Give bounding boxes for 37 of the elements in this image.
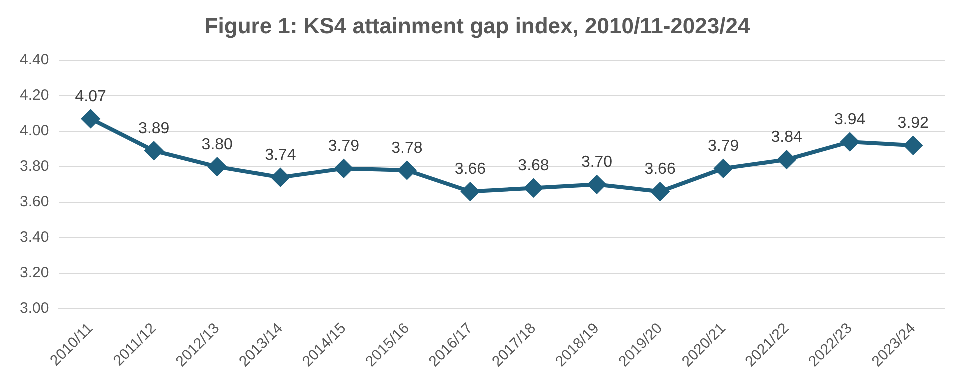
point xyxy=(82,110,100,128)
data-label: 3.80 xyxy=(202,136,234,154)
data-label: 3.70 xyxy=(581,154,613,172)
point xyxy=(651,182,670,201)
y-tick-label: 4.40 xyxy=(20,52,50,69)
point xyxy=(524,179,543,198)
point xyxy=(904,136,922,155)
data-label: 3.74 xyxy=(265,146,296,164)
point xyxy=(398,161,416,180)
data-label: 3.92 xyxy=(898,115,930,132)
y-tick-label: 3.60 xyxy=(20,194,50,211)
y-tick-label: 3.80 xyxy=(20,158,50,176)
y-tick-label: 3.40 xyxy=(20,229,50,246)
point xyxy=(272,168,290,187)
point xyxy=(841,133,860,152)
data-label: 3.79 xyxy=(328,138,360,156)
y-tick-label: 3.20 xyxy=(20,264,50,282)
chart-title: Figure 1: KS4 attainment gap index, 2010/11-2023/24 xyxy=(204,13,751,38)
data-label: 3.79 xyxy=(708,138,740,156)
data-label: 3.78 xyxy=(392,140,423,157)
y-tick-label: 3.00 xyxy=(20,300,50,318)
y-tick-label: 4.00 xyxy=(20,122,50,140)
data-label: 4.07 xyxy=(75,88,106,106)
data-label: 3.89 xyxy=(138,120,170,138)
point xyxy=(461,182,480,201)
point xyxy=(714,160,733,178)
point xyxy=(334,160,353,178)
data-label: 3.66 xyxy=(644,161,676,178)
y-tick-label: 4.20 xyxy=(20,87,50,104)
point xyxy=(778,150,796,169)
point xyxy=(208,158,226,176)
point xyxy=(588,176,606,194)
data-label: 3.94 xyxy=(834,111,866,128)
point xyxy=(145,142,164,160)
data-label: 3.84 xyxy=(771,129,802,146)
data-label: 3.66 xyxy=(454,161,486,178)
data-label: 3.68 xyxy=(518,158,550,175)
